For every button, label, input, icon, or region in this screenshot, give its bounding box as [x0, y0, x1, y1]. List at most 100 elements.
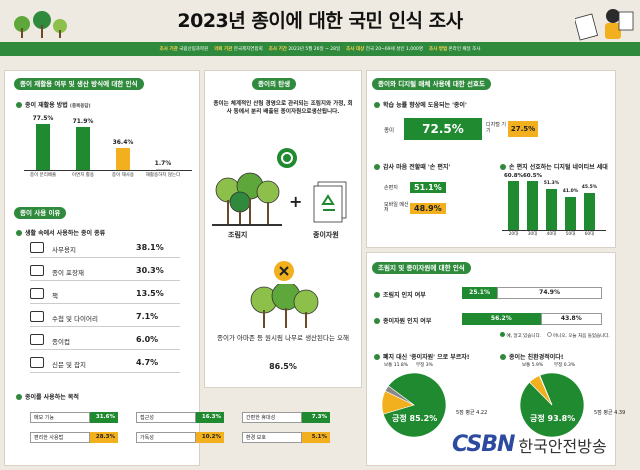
q2-value-2: 48.9%: [410, 202, 446, 214]
purpose-label: 가독성: [136, 432, 196, 443]
paper-type-label: 종이컵: [52, 338, 70, 346]
purpose-label: 편리한 사용법: [30, 432, 90, 443]
header-digital: 종이와 디지털 매체 사용에 대한 선호도: [372, 78, 491, 90]
resource-aware-bar: 56.2% 43.8%: [462, 313, 602, 325]
sub-pie1: 폐지 대신 '종이자원' 으로 부르자!: [374, 352, 470, 361]
paper-type-underline: [30, 326, 180, 327]
paper-type-label: 사무용지: [52, 246, 76, 254]
bullet-icon: [16, 230, 22, 236]
forest-no-bar: 74.9%: [497, 287, 602, 299]
age-category: 20대: [508, 232, 519, 237]
recycle-bar-value: 77.5%: [32, 114, 54, 122]
sub-recycle-method: 종이 재활용 방법 (중복응답): [16, 100, 91, 109]
bullet-icon: [374, 102, 380, 108]
panel-middle: [204, 70, 362, 388]
sub-paper-types: 생활 속에서 사용하는 종이 종류: [16, 228, 105, 237]
page-title: 2023년 종이에 대한 국민 인식 조사: [177, 10, 463, 32]
legend-no: 아니오, 오늘 처음 들었습니다.: [553, 334, 610, 339]
paper-type-underline: [30, 372, 180, 373]
age-bar-value: 51.3%: [543, 180, 560, 186]
q2-row-1: 손편지 51.1%: [384, 180, 446, 194]
resource-no-bar: 43.8%: [540, 313, 602, 325]
sub-native: 손 편지 선호하는 디지털 네이티브 세대: [500, 162, 608, 171]
pie-negative-label: 부정 3%: [416, 363, 433, 368]
sub-pie2: 종이는 친환경적이다!: [500, 352, 564, 361]
bullet-icon: [16, 102, 22, 108]
q1-right-bar: 27.5%: [508, 121, 538, 137]
bullet-icon: [374, 318, 380, 324]
label-forest: 조림지: [228, 231, 248, 239]
paper-type-label: 수첩 및 다이어리: [52, 315, 98, 323]
info-item: 조사 대상 전국 20~69세 성인 1,000명: [346, 47, 423, 52]
age-category: 40대: [546, 232, 557, 237]
label-resource: 종이자원: [313, 231, 339, 239]
legend-yes-swatch: [500, 332, 505, 337]
bullet-icon: [16, 394, 22, 400]
age-bar-value: 45.5%: [581, 185, 598, 191]
sub-forest-aware: 조림지 인지 여부: [374, 290, 426, 299]
office-paper-icon: [30, 242, 44, 253]
pie-negative-label: 부정 0.3%: [554, 363, 576, 368]
header-perception: 조림지 및 종이자원에 대한 인식: [372, 262, 471, 274]
recycle-paper-icon: [310, 180, 350, 224]
sub-letter: 감사 마음 전할때 '손 편지': [374, 162, 450, 171]
age-bar: [546, 188, 557, 230]
forest-aware-bar: 25.1% 74.9%: [462, 287, 602, 299]
recycle-category: 종이 분리배출: [29, 173, 57, 178]
bullet-icon: [500, 164, 506, 170]
paper-type-underline: [30, 349, 180, 350]
pie-slice-부정: [384, 385, 415, 406]
paper-type-underline: [30, 257, 180, 258]
age-category: 30대: [527, 232, 538, 237]
bullet-icon: [374, 292, 380, 298]
paper-type-value: 38.1%: [136, 243, 164, 252]
age-bar-value: 60.8%: [503, 172, 524, 179]
purpose-label: 간편한 휴대성: [242, 412, 302, 423]
recycle-bar: [36, 123, 50, 170]
paper-type-underline: [30, 303, 180, 304]
paper-type-value: 7.1%: [136, 312, 159, 321]
age-bar: [508, 180, 519, 230]
pie-neutral-label: 보통 11.8%: [384, 363, 409, 368]
decor-tree-left: [12, 10, 72, 40]
age-category: 50대: [565, 232, 576, 237]
forest-illustration-icon: [212, 172, 282, 228]
old-forest-illustration-icon: [244, 281, 326, 330]
recycle-bar-value: 1.7%: [154, 159, 172, 167]
wrapping-paper-icon: [30, 265, 44, 276]
purpose-value: 28.3%: [90, 432, 118, 443]
paper-type-value: 6.0%: [136, 335, 159, 344]
paper-type-label: 책: [52, 292, 58, 300]
forest-yes-bar: 25.1%: [462, 287, 498, 299]
header-birth: 종이의 탄생: [252, 78, 297, 90]
purpose-label: 접근성: [136, 412, 196, 423]
purpose-value: 7.3%: [302, 412, 330, 423]
info-item: 조사 방법 온라인 패널 조사: [428, 47, 481, 52]
purpose-label: 환경 보호: [242, 432, 302, 443]
recycle-category: 재활용하지 않는다: [145, 173, 181, 178]
pie-svg: [381, 372, 447, 438]
notebook-icon: [30, 311, 44, 322]
info-item: 조사 기관 국립산림과학원: [159, 47, 209, 52]
decor-person-right: [573, 4, 635, 42]
purpose-item: 메모 기능 31.6%: [30, 412, 118, 423]
pie-slice-부정: [538, 375, 553, 406]
age-bar: [565, 196, 576, 230]
sub-purpose: 종이를 사용하는 목적: [16, 392, 79, 401]
purpose-item: 접근성 16.3%: [136, 412, 224, 423]
purpose-item: 환경 보호 5.1%: [242, 432, 330, 443]
purpose-item: 편리한 사용법 28.3%: [30, 432, 118, 443]
recycle-bar: [156, 168, 170, 170]
legend-yes: 예, 알고 있습니다.: [506, 334, 542, 339]
pie-score: 5점 평균 4.39: [594, 410, 626, 416]
age-category: 60대: [584, 232, 595, 237]
plus-sign: +: [289, 192, 303, 211]
aware-legend: 예, 알고 있습니다. 아니오, 오늘 처음 들었습니다.: [500, 332, 610, 339]
q2-label-1: 손편지: [384, 184, 398, 191]
book-icon: [30, 288, 44, 299]
q1-right-label: 디지털 기기: [486, 122, 506, 134]
paper-type-value: 30.3%: [136, 266, 164, 275]
paper-cup-icon: [30, 334, 44, 345]
panel-right-top: [366, 70, 616, 248]
age-axis: [502, 230, 606, 231]
